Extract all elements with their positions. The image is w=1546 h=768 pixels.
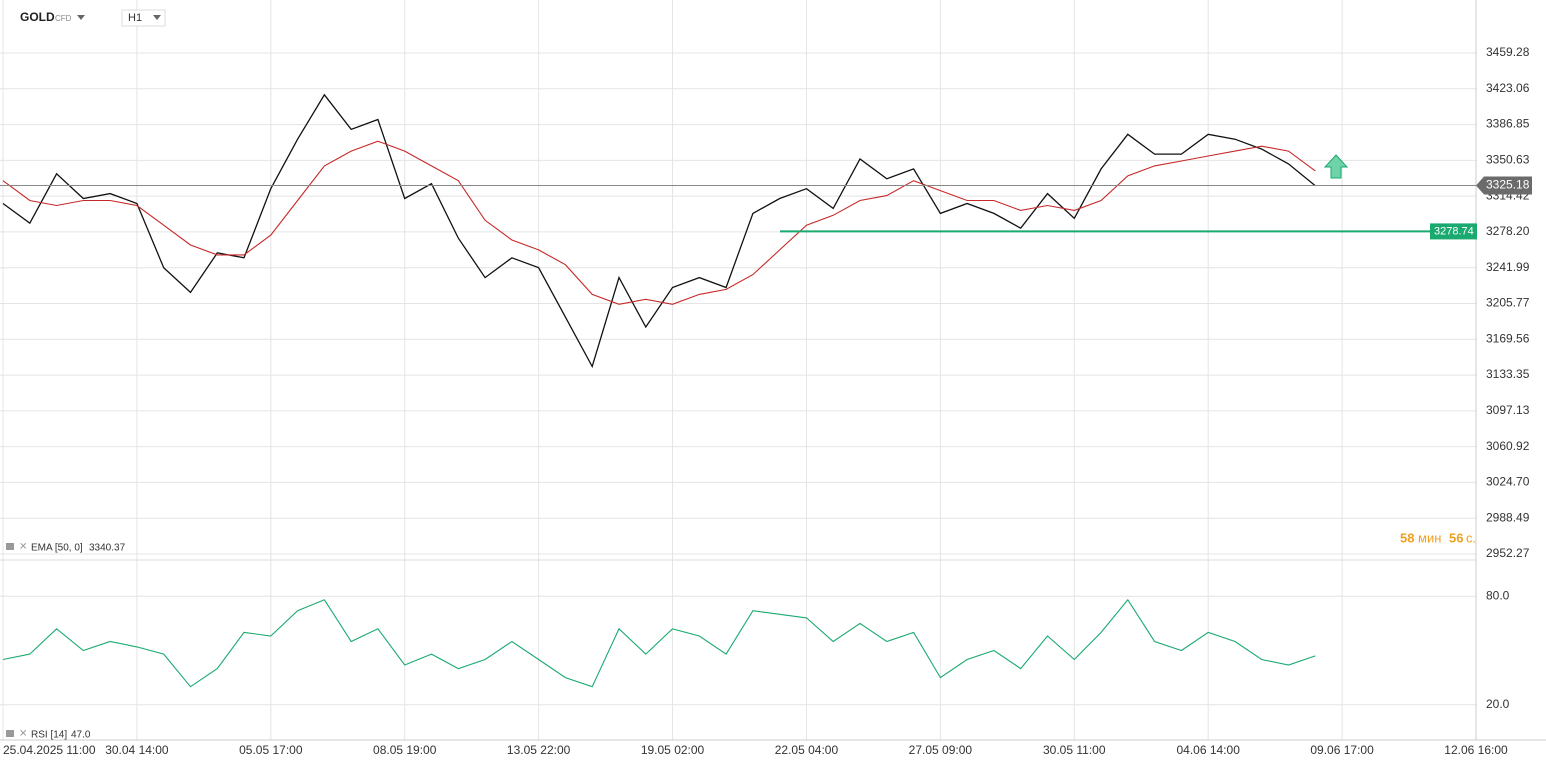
y-tick-label: 3205.77 (1486, 296, 1530, 310)
symbol[interactable]: GOLD (20, 10, 55, 24)
legend-icon[interactable] (6, 543, 14, 550)
x-tick-label: 05.05 17:00 (239, 743, 303, 757)
timer-min-unit: мин (1418, 530, 1441, 545)
dropdown-arrow[interactable] (153, 15, 161, 20)
y-tick-label: 20.0 (1486, 697, 1510, 711)
support-tag (1430, 223, 1477, 240)
y-tick-label: 2952.27 (1486, 546, 1530, 560)
x-tick-label: 09.06 17:00 (1310, 743, 1374, 757)
y-tick-label: 3060.92 (1486, 439, 1530, 453)
y-tick-label: 2988.49 (1486, 510, 1530, 524)
series-line (2, 93, 1316, 369)
buy-arrow[interactable] (1323, 154, 1349, 179)
y-tick-label: 3097.13 (1486, 403, 1530, 417)
symbol-kind: CFD (55, 14, 72, 23)
rsi-legend: RSI [14] (31, 730, 67, 741)
legend-close[interactable]: ✕ (19, 542, 27, 553)
x-tick-label: 08.05 19:00 (373, 743, 437, 757)
series-line (2, 140, 1316, 305)
x-tick-label: 22.05 04:00 (775, 743, 839, 757)
timer-minutes: 58 (1400, 530, 1414, 545)
y-tick-label: 3169.56 (1486, 331, 1530, 345)
y-tick-label: 3241.99 (1486, 260, 1530, 274)
timer-sec-unit: с. (1466, 530, 1476, 545)
x-tick-label: 19.05 02:00 (641, 743, 705, 757)
y-tick-label: 3423.06 (1486, 81, 1530, 95)
ema-legend-value: 3340.37 (89, 543, 126, 554)
x-tick-label: 27.05 09:00 (909, 743, 973, 757)
x-tick-label: 12.06 16:00 (1444, 743, 1508, 757)
y-tick-label: 3024.70 (1486, 475, 1530, 489)
dropdown-arrow[interactable] (77, 15, 85, 20)
x-tick-label: 30.05 11:00 (1043, 743, 1106, 757)
timer-seconds: 56 (1449, 530, 1463, 545)
current-price-tag (1476, 176, 1532, 195)
y-tick-label: 3278.20 (1486, 224, 1530, 238)
legend-close[interactable]: ✕ (19, 729, 27, 740)
y-tick-label: 3350.63 (1486, 153, 1530, 167)
x-tick-label: 25.04.2025 11:00 (3, 743, 96, 757)
timeframe[interactable]: H1 (128, 12, 142, 24)
y-tick-label: 80.0 (1486, 588, 1510, 602)
legend-icon[interactable] (6, 730, 14, 737)
x-tick-label: 30.04 14:00 (105, 743, 169, 757)
y-tick-label: 3133.35 (1486, 367, 1530, 381)
series-line (2, 598, 1316, 688)
timeframe-box[interactable] (121, 9, 166, 27)
x-tick-label: 04.06 14:00 (1176, 743, 1240, 757)
y-tick-label: 3459.28 (1486, 45, 1530, 59)
x-tick-label: 13.05 22:00 (507, 743, 571, 757)
rsi-legend-value: 47.0 (71, 730, 91, 741)
support-label: 3278.74 (1434, 225, 1474, 237)
ema-legend: EMA [50, 0] (31, 543, 83, 554)
current-price-label: 3325.18 (1486, 178, 1530, 192)
y-tick-label: 3386.85 (1486, 117, 1530, 131)
